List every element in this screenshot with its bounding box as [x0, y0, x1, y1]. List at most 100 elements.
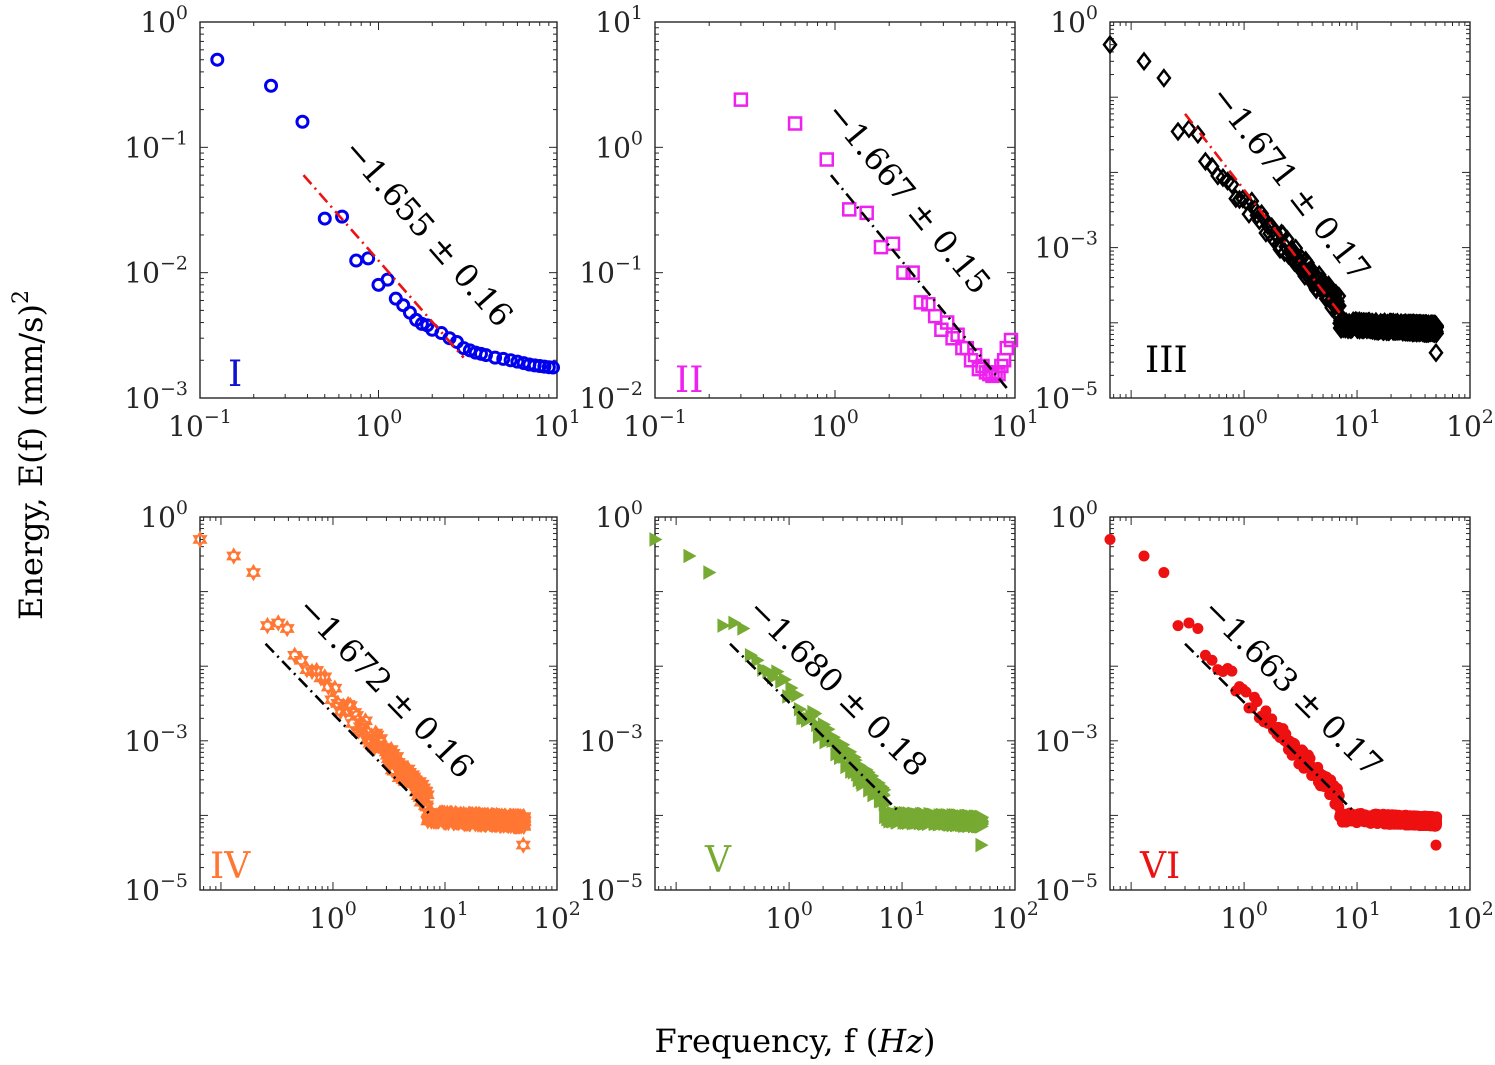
x-tick-label: 100 — [811, 406, 859, 443]
data-point — [396, 298, 411, 313]
x-tick-label: 10−1 — [623, 406, 687, 443]
data-point — [1102, 34, 1118, 55]
data-point — [994, 358, 1009, 374]
y-tick-label: 10−3 — [579, 721, 643, 758]
data-point — [1251, 696, 1263, 708]
data-point — [515, 836, 531, 854]
data-point — [945, 330, 960, 346]
x-tick-label: 101 — [878, 898, 926, 935]
data-point — [1156, 68, 1172, 88]
data-point — [510, 354, 525, 369]
data-point — [950, 327, 965, 342]
data-point — [1226, 665, 1238, 677]
panel-label: I — [228, 354, 242, 395]
data-point — [1158, 567, 1170, 579]
panel-label: IV — [210, 846, 251, 887]
y-tick-label: 100 — [140, 2, 188, 39]
data-series — [733, 92, 1019, 384]
x-tick-label: 102 — [533, 898, 581, 935]
data-point — [1244, 191, 1260, 211]
data-point — [357, 712, 373, 730]
data-point — [361, 251, 376, 266]
data-point — [859, 205, 874, 221]
y-axis-label: Energy, E(f) (mm/s)2 — [9, 290, 50, 620]
data-point — [787, 116, 803, 131]
y-tick-label: 10−5 — [579, 870, 643, 907]
x-tick-label: 102 — [1446, 406, 1494, 443]
data-point — [999, 340, 1015, 356]
data-point — [913, 295, 929, 310]
x-tick-label: 100 — [355, 406, 403, 443]
data-point — [1224, 174, 1240, 195]
data-point — [1430, 839, 1442, 851]
y-tick-label: 10−3 — [1034, 721, 1098, 758]
x-tick-label: 101 — [1333, 406, 1381, 443]
y-tick-label: 10−5 — [1034, 378, 1098, 415]
data-point — [1003, 332, 1019, 348]
data-point — [1138, 550, 1150, 562]
data-point — [1428, 342, 1444, 363]
x-tick-label: 100 — [765, 898, 813, 935]
data-point — [264, 78, 279, 93]
fit-line — [1184, 113, 1344, 318]
data-series — [192, 530, 532, 854]
x-tick-label: 101 — [533, 406, 581, 443]
data-point — [737, 621, 751, 636]
panel-label: VI — [1139, 846, 1180, 887]
data-point — [1190, 124, 1206, 145]
panel-label: III — [1145, 340, 1188, 381]
data-series — [210, 52, 561, 375]
data-point — [703, 565, 717, 580]
data-point — [717, 618, 731, 633]
axes-box — [654, 21, 1016, 399]
panel-label: V — [704, 840, 732, 881]
data-point — [873, 239, 889, 255]
data-point — [516, 812, 532, 830]
data-point — [1181, 118, 1197, 139]
panel-label: II — [675, 360, 703, 401]
data-series — [1104, 533, 1443, 851]
x-tick-label: 102 — [991, 898, 1039, 935]
data-point — [496, 351, 511, 366]
y-tick-label: 100 — [1050, 2, 1098, 39]
y-tick-label: 100 — [595, 127, 643, 164]
data-point — [778, 672, 793, 687]
data-point — [327, 679, 343, 697]
data-point — [1240, 686, 1252, 698]
fit-line — [829, 174, 1008, 389]
x-tick-label: 100 — [1220, 406, 1268, 443]
data-point — [649, 532, 663, 547]
fit-line — [729, 642, 901, 814]
x-tick-label: 102 — [1446, 898, 1494, 935]
data-point — [488, 350, 503, 365]
data-point — [976, 816, 990, 832]
y-tick-label: 10−5 — [1034, 870, 1098, 907]
x-tick-label: 101 — [991, 406, 1039, 443]
axes-box — [199, 21, 558, 399]
data-series — [1102, 34, 1445, 363]
data-point — [1246, 199, 1263, 219]
data-point — [842, 202, 857, 217]
y-tick-label: 100 — [140, 497, 188, 534]
data-point — [744, 648, 759, 663]
data-point — [1183, 617, 1195, 629]
y-tick-label: 100 — [595, 497, 643, 534]
data-point — [1260, 215, 1276, 236]
data-point — [733, 92, 749, 107]
data-point — [771, 664, 785, 679]
y-tick-label: 10−3 — [1034, 228, 1098, 265]
data-point — [259, 616, 275, 635]
data-point — [456, 341, 471, 356]
data-point — [885, 236, 901, 252]
data-point — [971, 361, 987, 377]
y-tick-label: 10−5 — [124, 870, 188, 907]
fit-line — [1184, 642, 1353, 811]
y-tick-label: 10−2 — [579, 378, 643, 415]
y-tick-label: 100 — [1050, 497, 1098, 534]
